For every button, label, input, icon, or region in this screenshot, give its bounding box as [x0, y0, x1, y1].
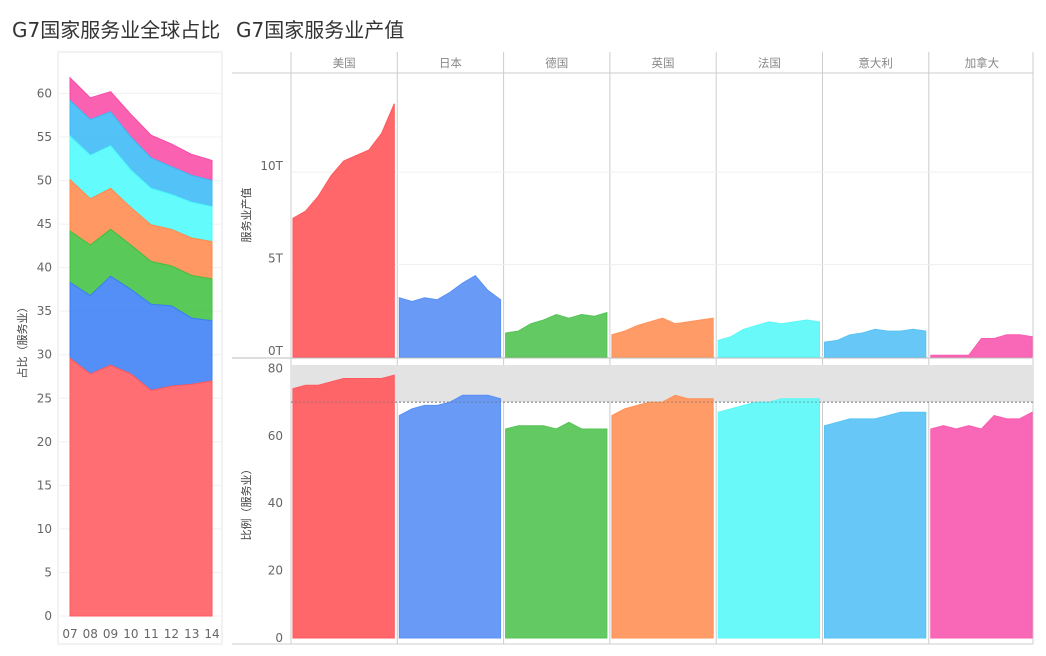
top-y-tick: 10T — [260, 159, 283, 173]
top-panel-area — [611, 317, 714, 358]
bottom-y-tick: 0 — [275, 631, 283, 645]
bottom-y-axis-label: 比例（服务业） — [239, 464, 253, 541]
left-y-tick: 60 — [37, 86, 52, 100]
top-y-tick: 0T — [268, 344, 284, 358]
bottom-panel-area — [505, 421, 608, 639]
panel-header: 德国 — [545, 56, 568, 70]
left-plot-frame — [57, 51, 223, 645]
top-y-axis-label: 服务业产值 — [239, 188, 253, 243]
left-x-tick: 14 — [204, 627, 219, 641]
bottom-panel-area — [824, 411, 927, 639]
left-y-tick: 5 — [44, 565, 52, 579]
bottom-panel-area — [930, 411, 1033, 639]
left-y-tick: 30 — [37, 348, 52, 362]
left-y-tick: 10 — [37, 522, 52, 536]
left-series-area — [69, 357, 213, 617]
left-chart-title: G7国家服务业全球占比 — [12, 18, 221, 42]
panel-header: 意大利 — [858, 56, 893, 70]
panel-header: 美国 — [333, 56, 356, 70]
left-x-tick: 11 — [144, 627, 159, 641]
bottom-y-tick: 80 — [268, 361, 283, 375]
left-y-tick: 50 — [37, 174, 52, 188]
left-x-tick: 13 — [184, 627, 199, 641]
left-y-tick: 35 — [37, 304, 52, 318]
left-y-axis-label: 占比（服务业） — [15, 302, 29, 379]
top-panel-area — [824, 328, 927, 358]
panel-header: 英国 — [652, 56, 675, 70]
top-panel-area — [398, 275, 502, 358]
top-panel-area — [292, 103, 395, 358]
bottom-panel-area — [611, 394, 714, 639]
bottom-panel-area — [398, 394, 502, 639]
left-x-tick: 09 — [103, 627, 118, 641]
panel-header: 法国 — [758, 56, 781, 70]
left-x-tick: 10 — [123, 627, 138, 641]
left-y-tick: 55 — [37, 130, 52, 144]
right-chart-title: G7国家服务业产值 — [236, 18, 405, 42]
bottom-panel-area — [292, 374, 395, 639]
top-panel-area — [717, 319, 820, 358]
left-x-tick: 12 — [164, 627, 179, 641]
left-y-tick: 40 — [37, 261, 52, 275]
top-panel-area — [930, 334, 1033, 358]
panel-header: 日本 — [439, 56, 462, 70]
left-y-tick: 45 — [37, 217, 52, 231]
bottom-y-tick: 60 — [268, 429, 283, 443]
top-panel-area — [505, 311, 608, 358]
panel-header: 加拿大 — [965, 56, 1000, 70]
left-y-tick: 0 — [44, 609, 52, 623]
top-y-tick: 5T — [268, 252, 284, 266]
left-x-tick: 08 — [83, 627, 98, 641]
bottom-panel-area — [717, 398, 820, 639]
left-y-tick: 15 — [37, 478, 52, 492]
bottom-y-tick: 20 — [268, 564, 283, 578]
reference-band — [291, 365, 1033, 403]
left-x-tick: 07 — [62, 627, 77, 641]
left-y-tick: 20 — [37, 435, 52, 449]
left-y-tick: 25 — [37, 391, 52, 405]
bottom-y-tick: 40 — [268, 496, 283, 510]
